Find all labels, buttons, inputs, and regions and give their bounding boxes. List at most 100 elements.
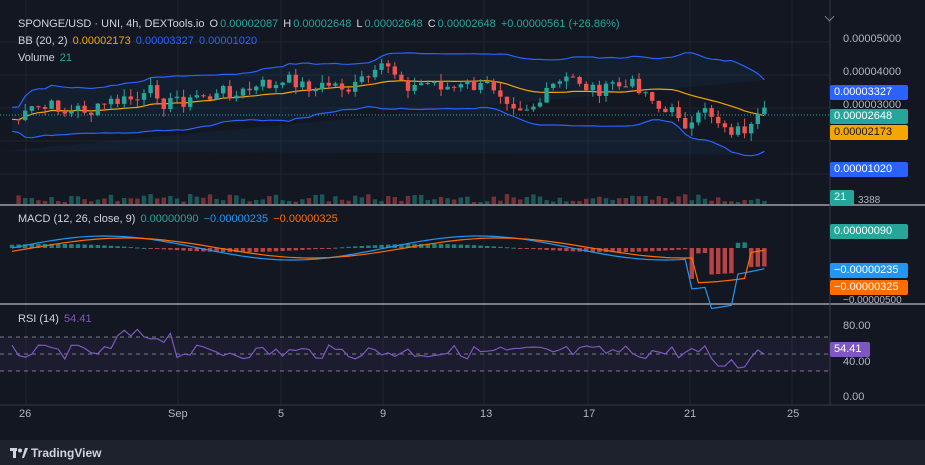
last-price-tag: 0.00002648	[830, 109, 908, 124]
bb-basis-value: 0.00002173	[72, 35, 131, 47]
volume-bar	[749, 200, 754, 204]
candle-body	[557, 81, 562, 84]
volume-bar	[623, 198, 628, 204]
volume-bar	[366, 194, 371, 204]
candle-body	[234, 95, 239, 99]
macd-histogram-bar	[584, 248, 589, 252]
volume-bar	[313, 194, 318, 204]
candle-body	[42, 107, 48, 109]
macd-histogram-bar	[478, 245, 483, 248]
volume-bar	[735, 201, 741, 204]
candle-body	[135, 99, 140, 101]
candle-body	[735, 126, 741, 135]
macd-histogram-bar	[471, 245, 477, 248]
macd-histogram-bar	[49, 243, 54, 248]
volume-bar	[56, 201, 61, 204]
macd-histogram-bar	[115, 246, 120, 248]
macd-hist-value: 0.00000090	[140, 213, 199, 225]
bb-label: BB (20, 2)	[18, 35, 68, 47]
brand-name: TradingView	[31, 446, 102, 460]
volume-bar	[478, 201, 483, 204]
candle-body	[293, 74, 298, 88]
volume-bar	[762, 200, 767, 204]
candle-body	[240, 88, 246, 96]
macd-histogram-bar	[689, 248, 694, 279]
chart-canvas[interactable]	[0, 0, 925, 440]
bb-lower-tag: 0.00001020	[830, 162, 908, 177]
chart-area[interactable]: SPONGE/USD · UNI, 4h, DEXTools.io O 0.000…	[0, 0, 925, 440]
candle-body	[465, 81, 470, 85]
volume-bar	[669, 201, 675, 204]
volume-bar	[135, 198, 140, 204]
candle-body	[75, 105, 81, 111]
volume-bar	[168, 195, 173, 204]
macd-histogram-bar	[551, 248, 556, 251]
volume-bar	[702, 198, 708, 204]
candle-body	[485, 81, 490, 84]
bb-upper-value: 0.00003327	[135, 35, 194, 47]
volume-bar	[359, 197, 364, 204]
candle-body	[716, 116, 721, 124]
candle-body	[346, 89, 351, 92]
volume-bar	[293, 201, 298, 204]
macd-histogram-bar	[128, 247, 133, 249]
volume-bar	[676, 196, 681, 204]
macd-histogram-bar	[69, 244, 74, 248]
volume-tag: 21	[830, 190, 854, 205]
macd-histogram-bar	[359, 245, 364, 248]
volume-bar	[69, 196, 74, 204]
rsi-line	[11, 328, 765, 369]
volume-bar	[438, 197, 444, 204]
macd-histogram-bar	[564, 248, 569, 252]
bb-upper-line	[11, 52, 765, 108]
volume-bar	[551, 201, 556, 204]
macd-histogram-bar	[89, 244, 94, 248]
macd-histogram-bar	[267, 248, 272, 252]
volume-bar	[452, 199, 457, 204]
macd-histogram-bar	[630, 248, 635, 252]
macd-histogram-bar	[445, 244, 450, 248]
candle-body	[95, 103, 100, 115]
low-label: L	[356, 18, 363, 30]
candle-body	[412, 85, 417, 91]
macd-histogram-bar	[372, 245, 378, 248]
candle-body	[353, 81, 358, 92]
price-tick: 0.00003000	[843, 99, 902, 111]
volume-bar	[108, 194, 114, 204]
time-tick: 26	[19, 408, 32, 420]
volume-bar	[346, 200, 351, 204]
candle-body	[584, 83, 589, 91]
tradingview-logo[interactable]: TradingView	[10, 446, 101, 460]
candle-body	[524, 109, 529, 111]
time-tick: 17	[583, 408, 596, 420]
candle-body	[273, 85, 279, 89]
candle-body	[306, 81, 312, 92]
macd-histogram-bar	[676, 248, 681, 250]
candle-body	[122, 96, 127, 104]
macd-histogram-bar	[399, 244, 404, 248]
volume-bar	[214, 198, 219, 204]
volume-bar	[392, 197, 397, 204]
candle-body	[537, 102, 543, 107]
volume-bar	[16, 195, 21, 204]
volume-bar	[62, 201, 67, 204]
candle-body	[339, 83, 345, 90]
bb-lower-value: 0.00001020	[198, 35, 258, 47]
candle-body	[491, 81, 496, 91]
macd-histogram-bar	[168, 248, 173, 250]
volume-bar	[405, 195, 411, 204]
volume-bar	[287, 200, 292, 204]
volume-bar	[663, 198, 668, 204]
volume-bar	[201, 197, 206, 204]
volume-bar	[42, 200, 48, 204]
macd-histogram-bar	[650, 248, 655, 252]
macd-histogram-bar	[23, 244, 28, 248]
time-tick: 9	[380, 408, 387, 420]
volume-bar	[584, 198, 589, 204]
candle-body	[742, 126, 747, 134]
candle-body	[590, 84, 595, 91]
candle-body	[49, 100, 54, 109]
candle-body	[260, 79, 265, 87]
candle-body	[62, 111, 67, 114]
macd-histogram-bar	[623, 248, 628, 253]
